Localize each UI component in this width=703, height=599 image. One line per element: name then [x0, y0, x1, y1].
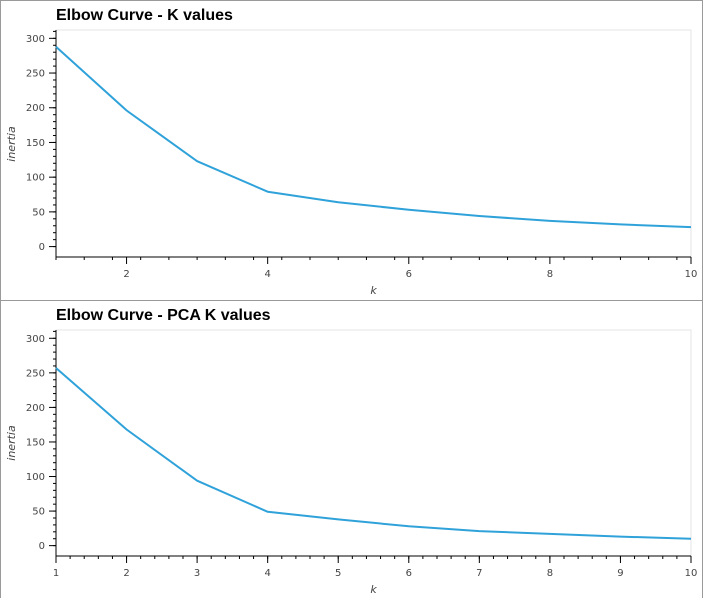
elbow-chart-pca-plot[interactable]: 0 50 100 150 200 250 300 1 2 3 4 5 6 7 8 9 10 k inertia: [1, 301, 703, 599]
x-tick-label: 9: [617, 568, 623, 579]
y-tick-label: 0: [39, 541, 45, 552]
x-tick-label: 8: [547, 269, 553, 280]
y-tick-label: 100: [26, 173, 45, 184]
y-tick-label: 250: [26, 368, 45, 379]
x-tick-label: 4: [264, 269, 270, 280]
y-tick-label: 250: [26, 69, 45, 80]
y-axis-label: inertia: [5, 126, 18, 162]
y-tick-label: 0: [39, 242, 45, 253]
x-tick-label: 2: [123, 269, 129, 280]
y-tick-label: 150: [26, 437, 45, 448]
x-tick-label: 3: [194, 568, 200, 579]
x-tick-label: 10: [685, 269, 698, 280]
y-tick-label: 100: [26, 472, 45, 483]
series-line[interactable]: [56, 47, 691, 227]
x-tick-label: 8: [547, 568, 553, 579]
y-tick-label: 300: [26, 334, 45, 345]
y-tick-label: 50: [32, 207, 45, 218]
y-tick-label: 50: [32, 507, 45, 518]
x-tick-label: 1: [53, 568, 59, 579]
y-tick-label: 200: [26, 403, 45, 414]
x-tick-label: 6: [406, 269, 412, 280]
x-tick-label: 2: [123, 568, 129, 579]
x-tick-label: 4: [264, 568, 270, 579]
y-tick-label: 150: [26, 138, 45, 149]
x-tick-label: 6: [406, 568, 412, 579]
x-axis-label: k: [370, 583, 377, 596]
x-tick-label: 7: [476, 568, 482, 579]
x-tick-label: 5: [335, 568, 341, 579]
y-tick-label: 300: [26, 34, 45, 45]
x-axis-label: k: [370, 284, 377, 297]
y-tick-label: 200: [26, 103, 45, 114]
series-line[interactable]: [56, 368, 691, 539]
x-tick-label: 10: [685, 568, 698, 579]
y-axis-label: inertia: [5, 425, 18, 461]
elbow-chart-k-plot[interactable]: 0 50 100 150 200 250 300 2 4 6 8 10 k inertia: [1, 1, 703, 301]
